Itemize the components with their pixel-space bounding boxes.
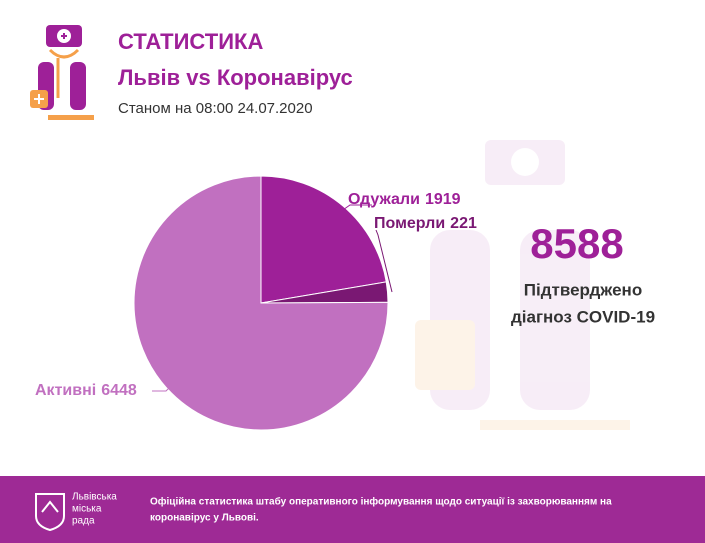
- subtitle: Львів vs Коронавірус: [118, 65, 353, 90]
- footer-logo: [35, 493, 65, 532]
- background-icon: [415, 140, 630, 430]
- leader-line: [152, 381, 176, 392]
- footer-text: Офіційна статистика штабу оперативного і…: [150, 496, 612, 508]
- slice-category: Одужали: [348, 191, 420, 208]
- doctor-icon: [30, 25, 94, 120]
- slice-value: 221: [450, 215, 477, 232]
- leader-line: [375, 229, 393, 293]
- total-label: діагноз COVID-19: [511, 307, 655, 326]
- slice-value: 6448: [101, 382, 137, 399]
- logo-text: Львівська: [72, 492, 117, 503]
- footer-text: коронавірус у Львові.: [150, 513, 259, 524]
- slice-value: 1919: [425, 191, 461, 208]
- slice-category: Померли: [374, 215, 445, 232]
- pie-chart: Одужали 1919 Померли 221 Активні 6448: [35, 175, 477, 431]
- date-line: Станом на 08:00 24.07.2020: [118, 100, 313, 117]
- logo-text: рада: [72, 516, 95, 527]
- leader-line: [339, 204, 372, 213]
- title: СТАТИСТИКА: [118, 29, 263, 54]
- slice-label: Одужали 1919: [348, 191, 461, 208]
- slice-category: Активні: [35, 382, 96, 399]
- logo-text: міська: [72, 504, 102, 515]
- total-value: 8588: [530, 220, 623, 267]
- total-label: Підтверджено: [524, 280, 642, 299]
- slice-label: Активні 6448: [35, 382, 137, 399]
- pie-slice: [260, 175, 387, 304]
- pie-slice: [133, 175, 389, 431]
- footer: [0, 476, 705, 543]
- slice-label: Померли 221: [374, 215, 477, 232]
